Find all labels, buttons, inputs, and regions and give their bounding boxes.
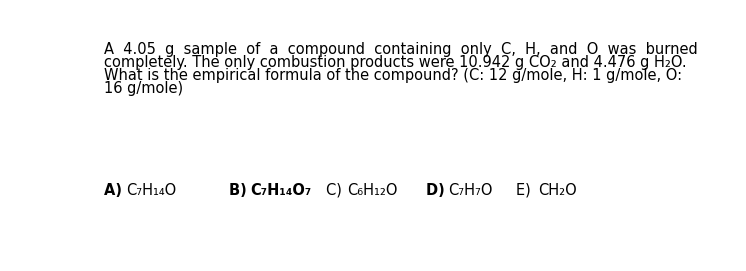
Text: C₇H₁₄O: C₇H₁₄O — [126, 183, 176, 198]
Text: CH₂O: CH₂O — [538, 183, 577, 198]
Text: E): E) — [516, 183, 536, 198]
Text: D): D) — [427, 183, 451, 198]
Text: B): B) — [229, 183, 251, 198]
Text: A  4.05  g  sample  of  a  compound  containing  only  C,  H,  and  O  was  burn: A 4.05 g sample of a compound containing… — [104, 42, 698, 57]
Text: completely. The only combustion products were 10.942 g CO₂ and 4.476 g H₂O.: completely. The only combustion products… — [104, 55, 687, 70]
Text: C): C) — [326, 183, 346, 198]
Text: What is the empirical formula of the compound? (C: 12 g/mole, H: 1 g/mole, O:: What is the empirical formula of the com… — [104, 68, 683, 83]
Text: C₆H₁₂O: C₆H₁₂O — [348, 183, 398, 198]
Text: A): A) — [104, 183, 128, 198]
Text: 16 g/mole): 16 g/mole) — [104, 81, 184, 96]
Text: C₇H₁₄O₇: C₇H₁₄O₇ — [251, 183, 312, 198]
Text: C₇H₇O: C₇H₇O — [448, 183, 492, 198]
